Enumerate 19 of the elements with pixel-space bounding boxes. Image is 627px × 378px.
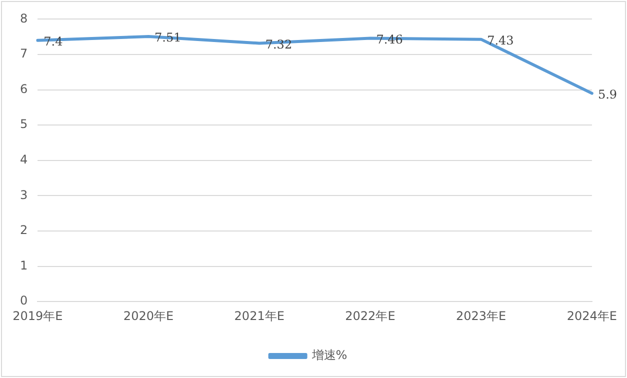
x-tick-label: 2024年E — [566, 308, 617, 323]
y-tick-label: 3 — [20, 188, 28, 202]
y-tick-label: 6 — [20, 82, 28, 96]
y-tick-label: 1 — [20, 258, 28, 272]
y-tick-label: 4 — [20, 152, 28, 167]
y-tick-label: 0 — [20, 294, 28, 308]
data-label: 7.43 — [487, 33, 514, 48]
y-tick-label: 2 — [20, 223, 28, 238]
data-label: 5.9 — [598, 87, 618, 102]
x-tick-label: 2023年E — [456, 308, 506, 323]
x-tick-label: 2019年E — [12, 308, 63, 323]
legend-label: 增速% — [310, 348, 348, 362]
y-tick-label: 8 — [20, 11, 28, 26]
y-tick-label: 7 — [20, 46, 28, 61]
x-tick-label: 2022年E — [345, 308, 396, 323]
y-tick-label: 5 — [20, 117, 28, 132]
data-label: 7.51 — [154, 30, 182, 45]
x-tick-label: 2021年E — [234, 308, 284, 323]
x-tick-label: 2020年E — [123, 308, 174, 323]
